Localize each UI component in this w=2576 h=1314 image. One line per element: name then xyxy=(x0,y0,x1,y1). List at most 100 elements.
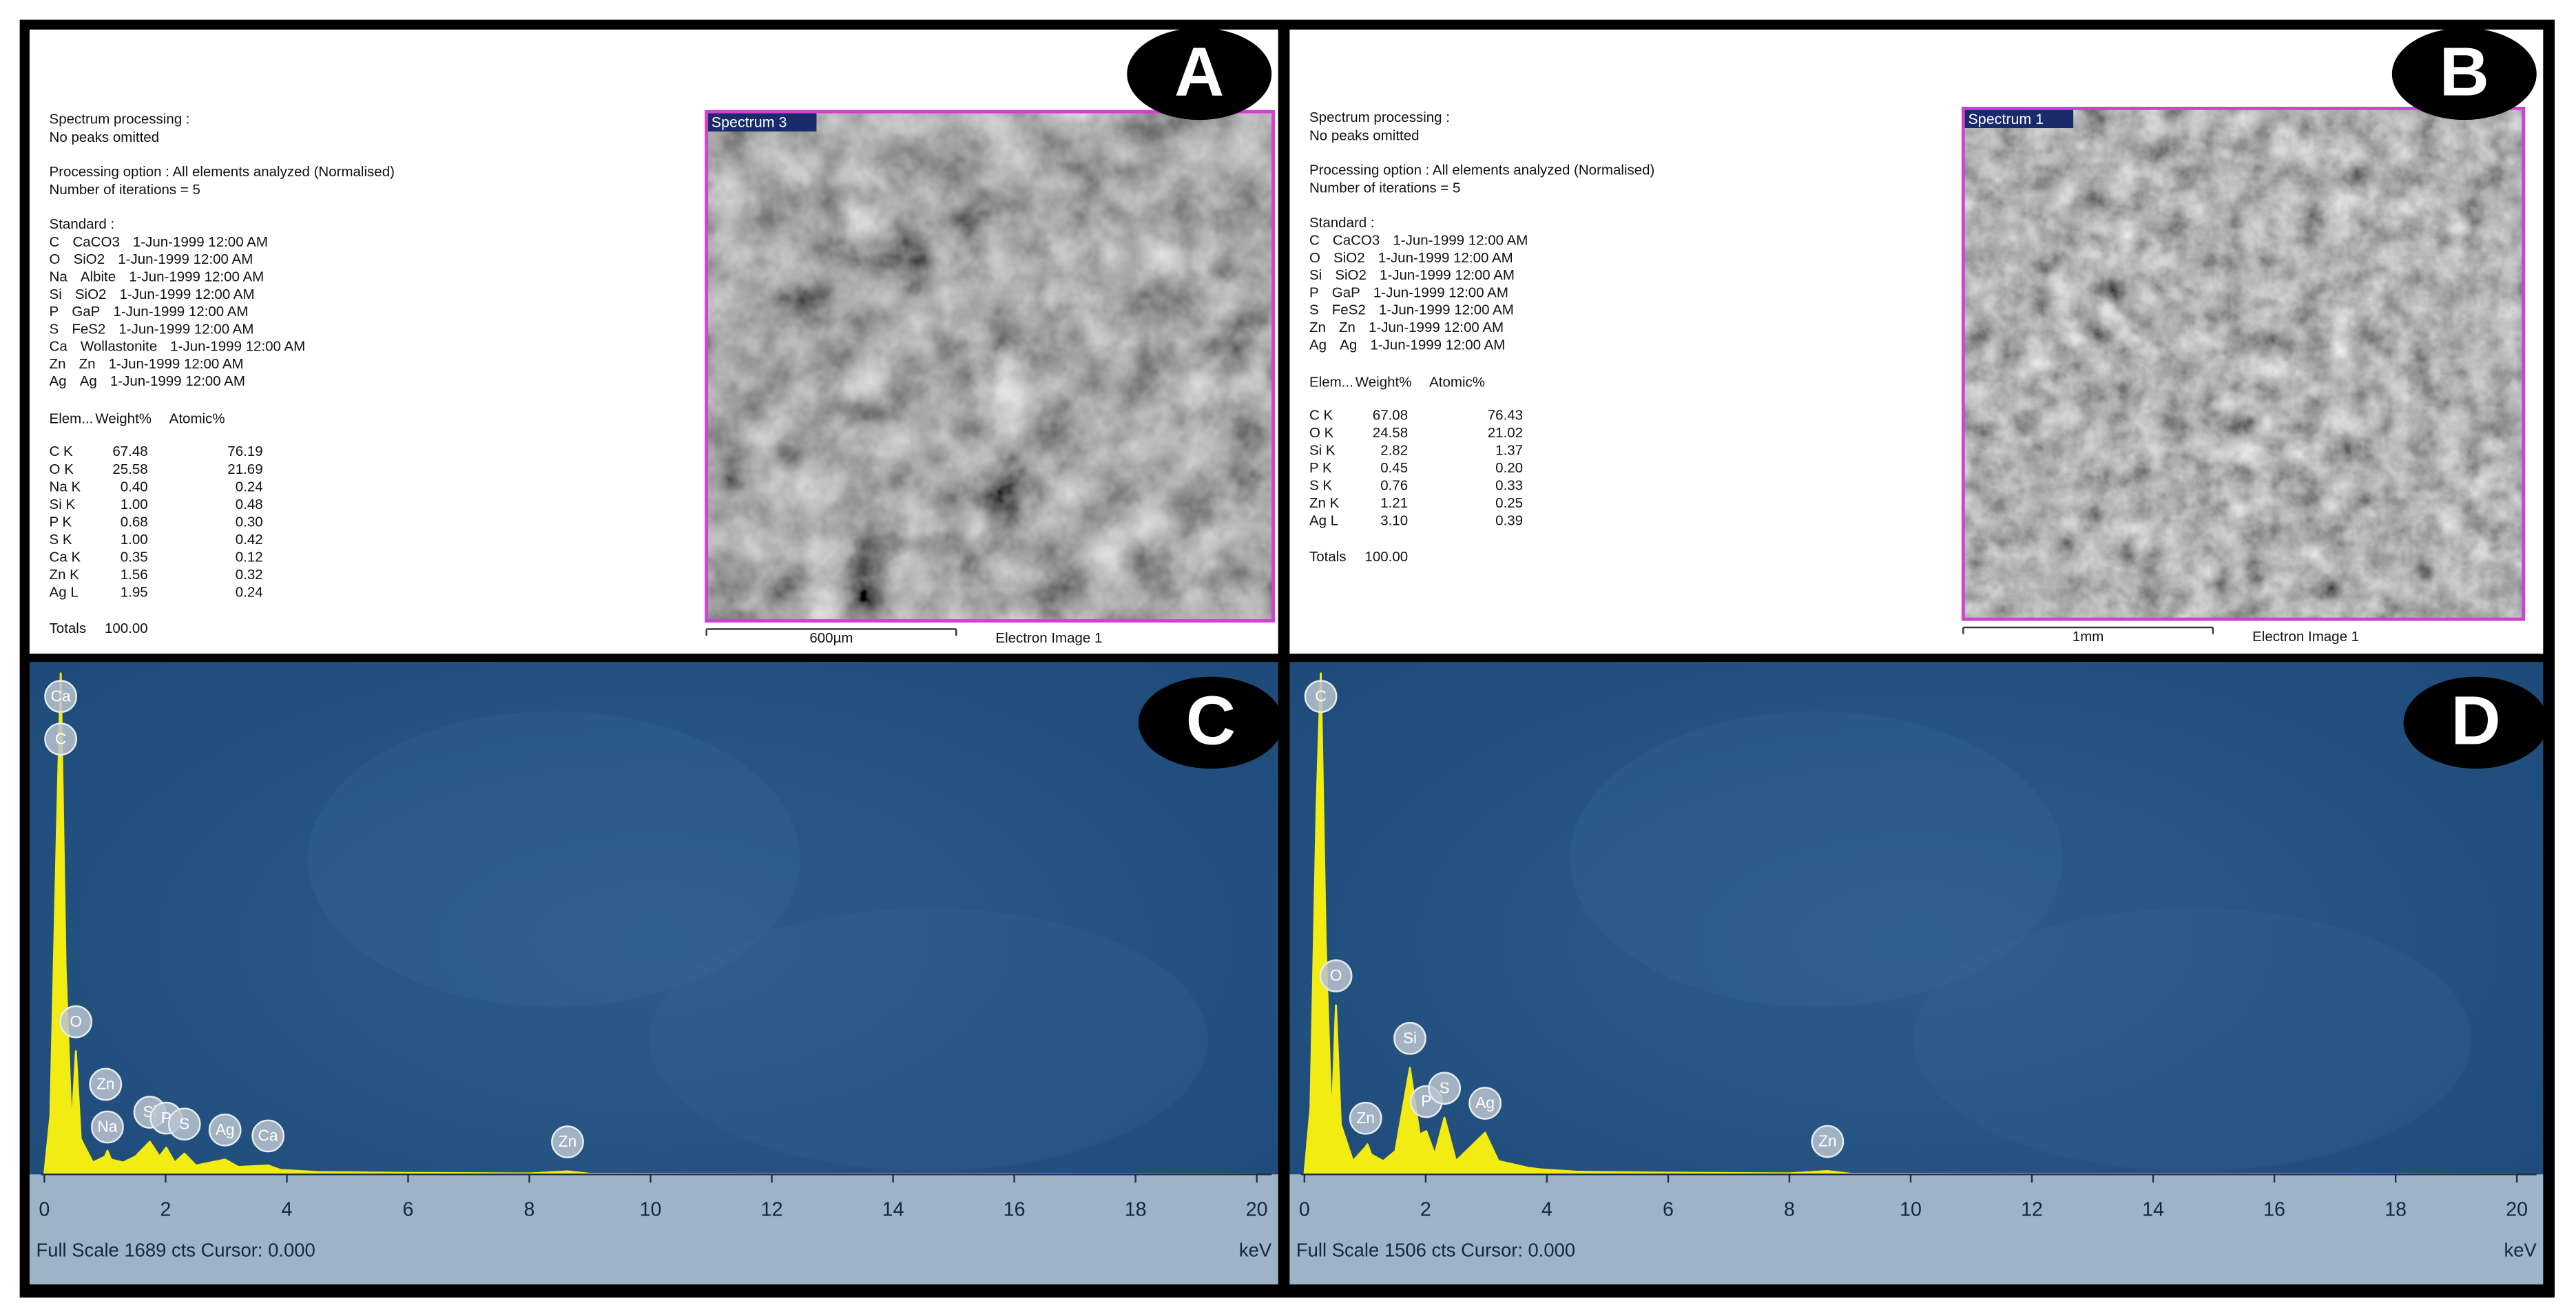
standard-row: P GaP 1-Jun-1999 12:00 AM xyxy=(1309,285,1508,301)
table-header: Atomic% xyxy=(169,411,225,427)
table-cell: 1.56 xyxy=(121,567,148,583)
x-tick-label: 12 xyxy=(2021,1198,2043,1220)
standard-compound: FeS2 xyxy=(72,322,105,337)
table-cell: 76.43 xyxy=(1488,407,1523,423)
standard-row: S FeS2 1-Jun-1999 12:00 AM xyxy=(50,322,254,337)
table-cell: Zn K xyxy=(1309,495,1340,511)
standard-compound: Albite xyxy=(81,269,116,285)
standard-row: O SiO2 1-Jun-1999 12:00 AM xyxy=(50,252,253,268)
peak-bubble xyxy=(44,722,78,756)
table-cell: 2.82 xyxy=(1380,442,1408,458)
spectrum-label-bg xyxy=(708,113,817,132)
table-cell: 0.76 xyxy=(1380,477,1408,493)
standard-compound: FeS2 xyxy=(1332,302,1366,318)
table-cell: 0.12 xyxy=(236,549,263,565)
standard-date: 1-Jun-1999 12:00 AM xyxy=(120,286,255,302)
table-totals: 100.00 xyxy=(1364,549,1408,565)
x-tick-label: 18 xyxy=(2385,1198,2407,1220)
peak-label: Ca xyxy=(51,687,71,705)
standard-element: S xyxy=(50,322,59,337)
table-cell: O K xyxy=(1309,425,1334,441)
standard-compound: SiO2 xyxy=(1333,250,1365,266)
spectrum-panel: 0 2 4 6 8 10 12 14 16 18 20 Full Scale 1689 cts Cur… xyxy=(29,662,1283,1285)
processing-line: No peaks omitted xyxy=(1309,127,1420,143)
processing-line: Processing option : All elements analyze… xyxy=(50,164,395,180)
peak-bubble xyxy=(1428,1072,1462,1105)
table-cell: 67.08 xyxy=(1373,407,1408,423)
x-tick-label: 16 xyxy=(2263,1198,2285,1220)
x-tick-label: 18 xyxy=(1125,1198,1147,1220)
table-cell: 0.39 xyxy=(1495,512,1523,528)
x-tick-label: 14 xyxy=(2142,1198,2164,1220)
spectrum xyxy=(43,672,1257,1176)
peak-bubble xyxy=(1811,1125,1845,1158)
standard-row: O SiO2 1-Jun-1999 12:00 AM xyxy=(1309,250,1513,266)
x-unit: keV xyxy=(2504,1240,2537,1261)
peak-bubble xyxy=(251,1119,285,1153)
standard-row: Ag Ag 1-Jun-1999 12:00 AM xyxy=(1309,337,1505,353)
peak-label: Ag xyxy=(1475,1094,1495,1112)
standard-date: 1-Jun-1999 12:00 AM xyxy=(1373,285,1508,301)
peak-label: C xyxy=(55,729,66,747)
processing-line: Processing option : All elements analyze… xyxy=(1309,162,1654,178)
sem-image xyxy=(1963,108,2524,620)
standard-element: Zn xyxy=(50,356,66,372)
standard-row: Ca Wollastonite 1-Jun-1999 12:00 AM xyxy=(50,339,306,355)
axis-strip xyxy=(29,1174,1278,1285)
background-shade xyxy=(1569,711,2063,1008)
table-cell: 0.40 xyxy=(121,479,148,494)
table-header: Weight% xyxy=(1355,375,1412,390)
standard-compound: CaCO3 xyxy=(72,234,119,250)
table-cell: 1.21 xyxy=(1380,495,1408,511)
table-cell: 1.00 xyxy=(121,497,148,512)
peak-label: Ag xyxy=(216,1120,235,1138)
background-shade xyxy=(649,908,1208,1171)
panel-letter: A xyxy=(1174,34,1224,111)
x-tick-label: 12 xyxy=(761,1198,783,1220)
peak-label: Na xyxy=(97,1118,117,1136)
table-cell: 0.24 xyxy=(236,584,263,600)
spectrum-label: Spectrum 3 xyxy=(711,114,787,131)
image-caption: Electron Image 1 xyxy=(995,630,1102,646)
x-unit: keV xyxy=(1239,1240,1272,1261)
standard-row: Zn Zn 1-Jun-1999 12:00 AM xyxy=(50,356,244,372)
standard-row: Ag Ag 1-Jun-1999 12:00 AM xyxy=(50,374,245,390)
standard-row: S FeS2 1-Jun-1999 12:00 AM xyxy=(1309,302,1514,318)
table-cell: 76.19 xyxy=(227,444,262,459)
standard-compound: Wollastonite xyxy=(81,339,157,355)
table-cell: S K xyxy=(50,532,72,548)
table-cell: C K xyxy=(50,444,74,459)
standard-date: 1-Jun-1999 12:00 AM xyxy=(110,374,245,390)
peak-bubble xyxy=(89,1067,123,1101)
table-cell: 0.48 xyxy=(236,497,263,512)
standard-date: 1-Jun-1999 12:00 AM xyxy=(1378,250,1513,266)
standard-row: Si SiO2 1-Jun-1999 12:00 AM xyxy=(1309,268,1515,284)
table-cell: 3.10 xyxy=(1380,512,1408,528)
standard-date: 1-Jun-1999 12:00 AM xyxy=(1393,233,1528,249)
table-cell: Na K xyxy=(50,479,81,494)
table-cell: S K xyxy=(1309,477,1332,493)
standard-element: C xyxy=(1309,233,1320,249)
standard-element: Zn xyxy=(1309,320,1326,335)
x-tick-label: 0 xyxy=(1299,1198,1310,1220)
standard-date: 1-Jun-1999 12:00 AM xyxy=(1379,302,1514,318)
table-cell: 0.68 xyxy=(121,514,148,530)
table-cell: 1.37 xyxy=(1495,442,1523,458)
standard-element: C xyxy=(50,234,60,250)
table-cell: 24.58 xyxy=(1373,425,1408,441)
table-cell: 0.42 xyxy=(236,532,263,548)
table-header: Elem... xyxy=(1309,375,1353,390)
x-tick-label: 10 xyxy=(1900,1198,1922,1220)
standard-element: S xyxy=(1309,302,1319,318)
peak-label: O xyxy=(1330,966,1342,984)
standard-element: Ca xyxy=(50,339,68,355)
peak-label: Si xyxy=(1403,1029,1417,1047)
footer: Full Scale 1689 cts Cursor: 0.000 xyxy=(36,1240,315,1261)
x-tick-label: 2 xyxy=(1420,1198,1431,1220)
standard-element: O xyxy=(1309,250,1320,266)
peak-bubble xyxy=(91,1110,124,1144)
standard-date: 1-Jun-1999 12:00 AM xyxy=(1380,268,1515,284)
x-tick-label: 8 xyxy=(524,1198,535,1220)
standard-date: 1-Jun-1999 12:00 AM xyxy=(1369,320,1504,335)
table-cell: 0.45 xyxy=(1380,460,1408,476)
